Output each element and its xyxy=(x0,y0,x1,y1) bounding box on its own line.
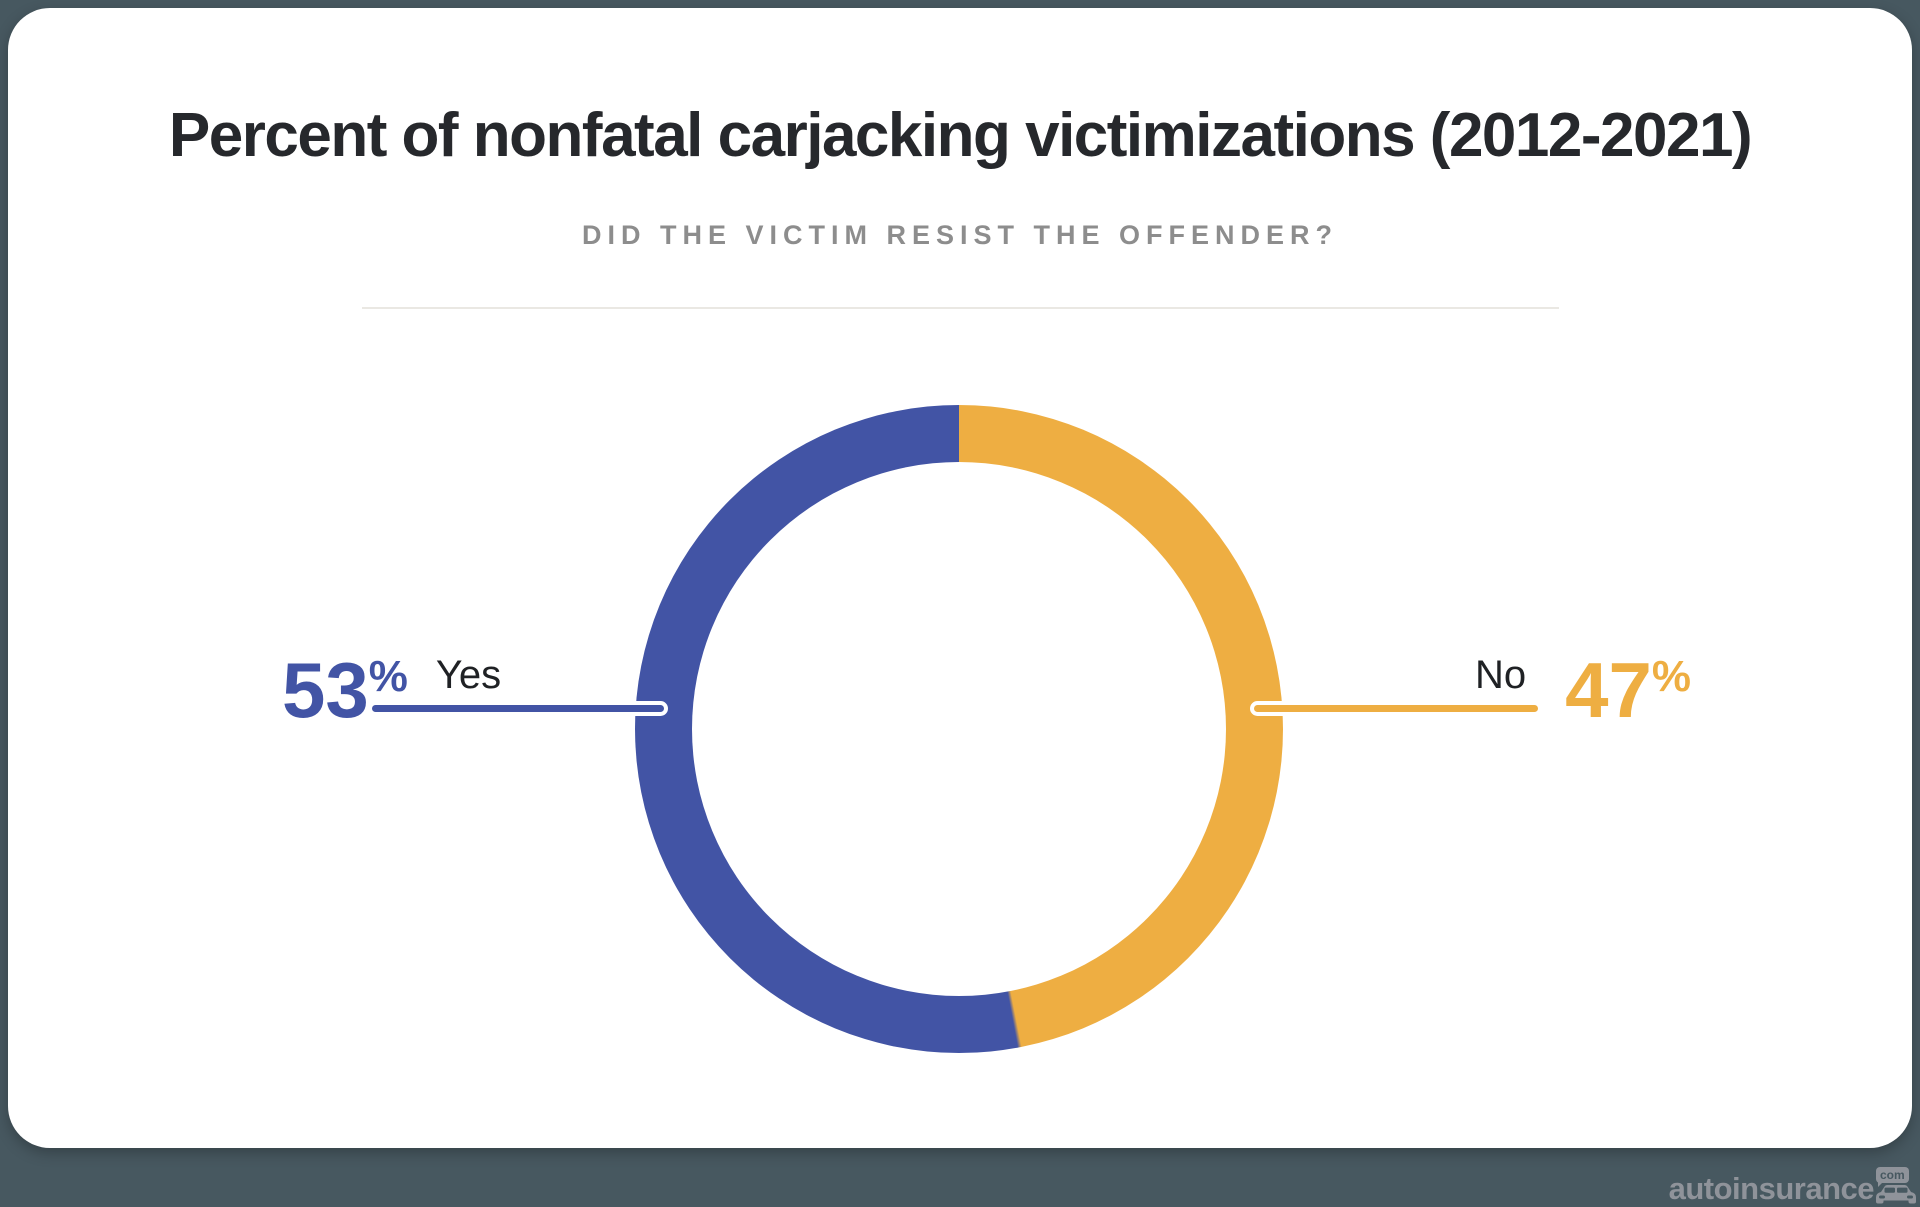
chart-subtitle: DID THE VICTIM RESIST THE OFFENDER? xyxy=(581,220,1338,250)
yes-callout: 53 % Yes xyxy=(282,651,501,729)
watermark: autoinsurance com xyxy=(1669,1167,1916,1204)
yes-value: 53 xyxy=(282,646,369,734)
no-callout: No 47 % xyxy=(1475,651,1691,729)
yes-leader-line-core xyxy=(372,705,664,712)
watermark-text: autoinsurance xyxy=(1668,1171,1875,1206)
chart-card: Percent of nonfatal carjacking victimiza… xyxy=(8,8,1912,1148)
watermark-com-badge: com xyxy=(1876,1167,1909,1187)
yes-percent-sign: % xyxy=(368,652,408,701)
watermark-badge-group: com xyxy=(1876,1167,1916,1204)
no-value: 47 xyxy=(1565,646,1652,734)
yes-label: Yes xyxy=(435,653,502,697)
donut-chart xyxy=(635,405,1283,1053)
no-leader-line xyxy=(1250,701,1542,716)
chart-title: Percent of nonfatal carjacking victimiza… xyxy=(168,101,1753,170)
car-icon xyxy=(1876,1185,1916,1204)
divider xyxy=(362,307,1559,309)
donut-hole xyxy=(692,462,1226,996)
no-label: No xyxy=(1475,653,1527,697)
no-percent-sign: % xyxy=(1651,652,1692,701)
no-leader-line-core xyxy=(1254,705,1538,712)
yes-leader-line xyxy=(368,701,668,716)
